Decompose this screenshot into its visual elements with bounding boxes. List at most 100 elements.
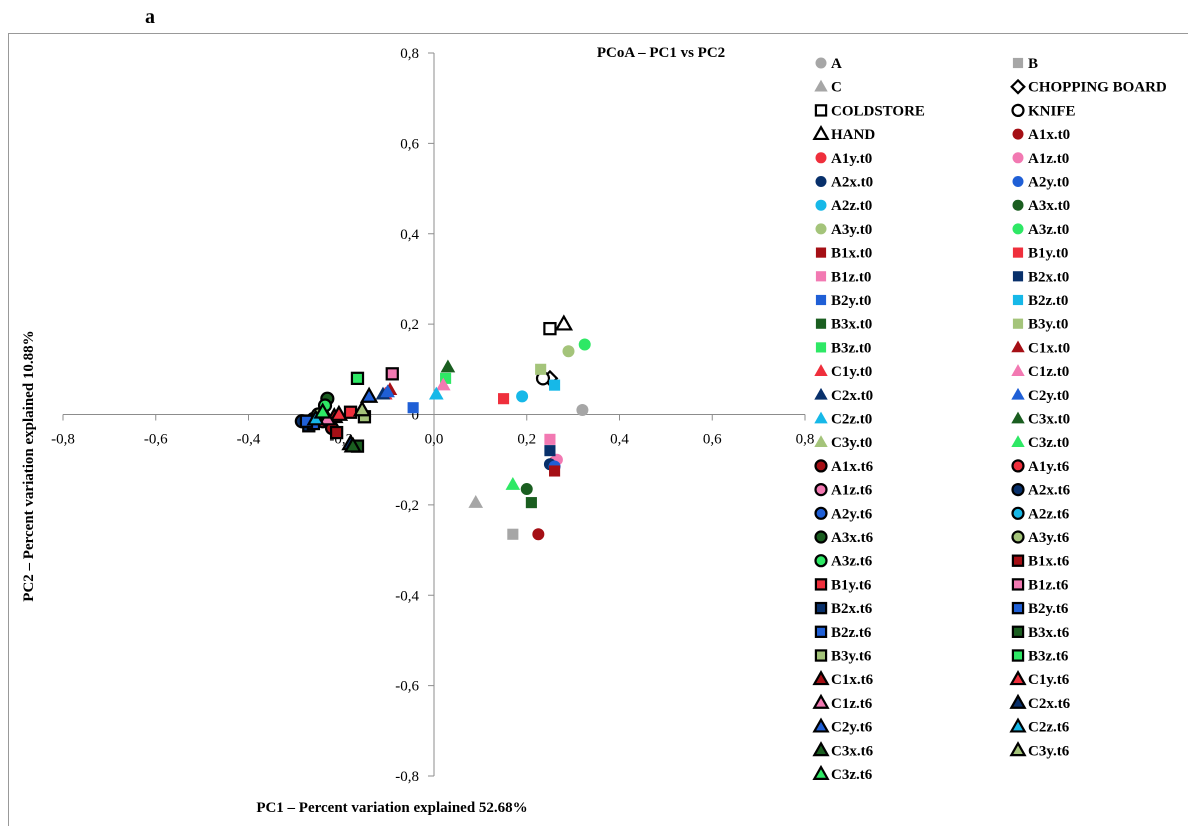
legend-marker-b3x-t0: [815, 318, 827, 329]
legend-marker-a: [815, 57, 827, 69]
x-axis-label: PC1 – Percent variation explained 52.68%: [256, 800, 527, 816]
legend-marker-a2x-t0: [815, 176, 827, 187]
legend-label-b3z-t6: B3z.t6: [1028, 649, 1069, 665]
legend-marker-a1x-t0: [1012, 128, 1024, 140]
legend-marker-a1y-t6: [1011, 459, 1025, 473]
legend-marker-a3z-t0: [1012, 223, 1024, 235]
legend-marker-b1x-t6: [1011, 554, 1025, 567]
legend-marker-a2z-t0: [815, 199, 827, 211]
legend-marker-b2y-t0: [815, 294, 827, 306]
legend-label-a2y-t0: A2y.t0: [1028, 175, 1069, 191]
legend-marker-c2y-t0: [1011, 387, 1025, 400]
legend-marker-c3z-t6: [812, 764, 830, 780]
legend-label-a1z-t0: A1z.t0: [1028, 151, 1069, 167]
point-c3x-t0: [440, 359, 456, 373]
legend-marker-b1z-t0: [815, 271, 827, 282]
legend-marker-a2y-t6: [814, 506, 828, 520]
legend-label-c3z-t6: C3z.t6: [831, 767, 873, 783]
panel-label: a: [145, 6, 155, 28]
legend-marker-a3y-t6: [1011, 530, 1025, 544]
legend: A B C CHOPPING BOARD COLDSTORE KNIFE HAND A1x.t…: [812, 56, 1167, 783]
legend-label-c2z-t6: C2z.t6: [1028, 720, 1070, 736]
x-tick-label: 0,4: [610, 432, 629, 448]
legend-label-b1z-t0: B1z.t0: [831, 269, 871, 285]
legend-marker-c3y-t0: [814, 435, 828, 448]
legend-marker-c2x-t0: [814, 387, 828, 400]
legend-marker-c1x-t6: [812, 670, 830, 686]
legend-label-a: A: [831, 56, 842, 72]
legend-label-c1z-t0: C1z.t0: [1028, 364, 1069, 380]
legend-marker-b2y-t6: [1011, 601, 1025, 615]
legend-label-a2x-t0: A2x.t0: [831, 175, 873, 191]
legend-label-a2z-t6: A2z.t6: [1028, 506, 1070, 522]
point-coldstore: [543, 321, 557, 336]
legend-marker-a2z-t6: [1011, 506, 1025, 520]
x-tick-label: -0,4: [237, 432, 261, 448]
x-tick-label: 0,2: [517, 432, 536, 448]
legend-marker-a1z-t6: [814, 483, 828, 497]
legend-label-c1z-t6: C1z.t6: [831, 696, 873, 712]
y-tick-label: 0,8: [400, 46, 419, 62]
point-b1z-t6: [385, 367, 399, 381]
legend-label-b2z-t0: B2z.t0: [1028, 293, 1068, 309]
legend-label-a1x-t0: A1x.t0: [1028, 127, 1070, 143]
legend-marker-c1y-t6: [1009, 670, 1027, 686]
x-tick-label: 0,8: [796, 432, 815, 448]
point-c: [468, 495, 484, 508]
y-tick-label: -0,6: [395, 679, 419, 695]
point-a2z-t0: [516, 390, 529, 403]
y-tick-label: -0,2: [395, 498, 419, 514]
point-c2z-t0: [429, 386, 444, 400]
legend-marker-c1y-t0: [814, 364, 828, 376]
legend-label-c1y-t6: C1y.t6: [1028, 672, 1070, 688]
legend-marker-b1z-t6: [1011, 578, 1025, 591]
legend-label-c3y-t6: C3y.t6: [1028, 743, 1070, 759]
point-b1y-t0: [498, 393, 510, 405]
legend-marker-b3y-t6: [814, 649, 828, 662]
legend-marker-a3x-t0: [1012, 199, 1024, 211]
legend-marker-a3x-t6: [814, 530, 828, 544]
legend-label-c3z-t0: C3z.t0: [1028, 435, 1069, 451]
legend-marker-b3x-t6: [1011, 625, 1025, 638]
point-c3x-t6: [343, 436, 363, 453]
legend-marker-c3x-t0: [1011, 411, 1025, 424]
legend-marker-b2x-t0: [1012, 271, 1024, 282]
legend-label-a3z-t6: A3z.t6: [831, 554, 873, 570]
point-c3z-t6: [313, 402, 332, 419]
legend-label-c2x-t6: C2x.t6: [1028, 696, 1071, 712]
legend-label-b2y-t6: B2y.t6: [1028, 601, 1069, 617]
legend-label-a3x-t0: A3x.t0: [1028, 198, 1070, 214]
point-c1y-t6: [329, 404, 349, 421]
legend-label-b1y-t6: B1y.t6: [831, 577, 872, 593]
legend-label-a2z-t0: A2z.t0: [831, 198, 872, 214]
point-c1z-t0: [435, 377, 451, 391]
y-tick-label: 0,6: [400, 136, 419, 152]
data-points: [294, 314, 591, 541]
legend-marker-a1z-t0: [1012, 152, 1024, 164]
y-tick-label: 0,4: [400, 227, 419, 243]
y-axis-label: PC2 – Percent variation explained 10.88%: [21, 330, 37, 601]
legend-label-knife: KNIFE: [1028, 103, 1076, 119]
legend-marker-c1x-t0: [1011, 340, 1025, 353]
point-b1z-t0: [544, 433, 556, 445]
legend-label-b: B: [1028, 56, 1038, 72]
legend-label-b3x-t6: B3x.t6: [1028, 625, 1070, 641]
legend-label-c1x-t0: C1x.t0: [1028, 340, 1070, 356]
legend-label-b2x-t0: B2x.t0: [1028, 269, 1069, 285]
point-b3y-t0: [535, 363, 547, 375]
legend-marker-b2z-t0: [1012, 294, 1024, 306]
legend-marker-a2y-t0: [1012, 176, 1024, 187]
legend-marker-b1x-t0: [815, 247, 827, 258]
axes: -0,8 -0,6 -0,4 -0,2 0,0 0,2 0,4 0,6 0,8 0,8 0,6 0,4…: [51, 46, 814, 785]
y-tick-label: -0,8: [395, 769, 419, 785]
point-b2y-t0: [407, 402, 419, 414]
point-b3z-t0: [440, 372, 452, 384]
x-tick-label: 0,0: [425, 432, 444, 448]
legend-label-b3x-t0: B3x.t0: [831, 317, 872, 333]
legend-label-a1x-t6: A1x.t6: [831, 459, 874, 475]
y-tick-label: 0: [412, 408, 420, 424]
legend-marker-b1y-t6: [814, 578, 828, 591]
legend-label-c3y-t0: C3y.t0: [831, 435, 872, 451]
legend-marker-coldstore: [814, 104, 828, 117]
point-a3y-t0: [562, 345, 575, 358]
